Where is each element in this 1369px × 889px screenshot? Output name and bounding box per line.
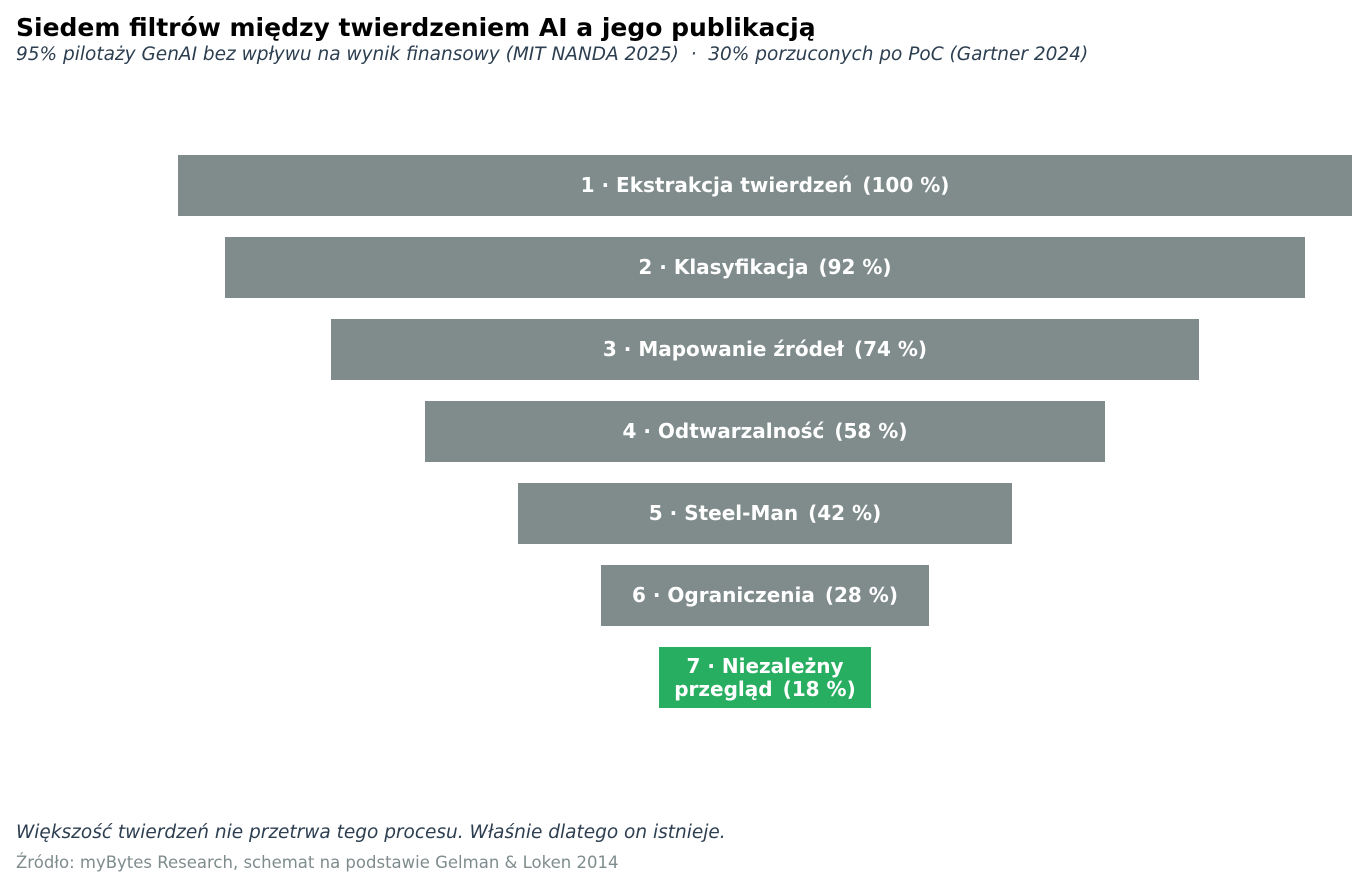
chart-title: Siedem filtrów między twierdzeniem AI a … <box>16 13 816 42</box>
funnel-bar: 6 · Ograniczenia (28 %) <box>600 565 930 626</box>
funnel-bar: 2 · Klasyfikacja (92 %) <box>224 237 1306 298</box>
bar-label: 7 · Niezależny przegląd (18 %) <box>659 653 870 701</box>
category-label: 4 · Odtwarzalność <box>622 419 825 443</box>
chart-subtitle: 95% pilotaży GenAI bez wpływu na wynik f… <box>16 44 1089 65</box>
funnel-bar: 4 · Odtwarzalność (58 %) <box>424 401 1106 462</box>
bar-label: 5 · Steel-Man (42 %) <box>649 502 881 525</box>
bar-label: 4 · Odtwarzalność (58 %) <box>622 420 907 443</box>
bar-label: 3 · Mapowanie źródeł (74 %) <box>603 338 927 361</box>
funnel-bar: 3 · Mapowanie źródeł (74 %) <box>330 319 1200 380</box>
note: Większość twierdzeń nie przetrwa tego pr… <box>16 822 726 843</box>
value-label: (100 %) <box>862 173 950 197</box>
value-label: (42 %) <box>808 501 882 525</box>
funnel-bar: 5 · Steel-Man (42 %) <box>518 483 1012 544</box>
value-label: (58 %) <box>834 419 908 443</box>
value-label: (92 %) <box>818 255 892 279</box>
category-label: 6 · Ograniczenia <box>631 583 815 607</box>
category-label: 3 · Mapowanie źródeł <box>602 337 844 361</box>
funnel-bar: 1 · Ekstrakcja twierdzeń (100 %) <box>178 155 1352 216</box>
category-label: 5 · Steel-Man <box>648 501 799 525</box>
bar-label: 2 · Klasyfikacja (92 %) <box>638 256 891 279</box>
category-label: 7 · Niezależny przegląd <box>674 653 844 701</box>
value-label: (28 %) <box>824 583 898 607</box>
category-label: 1 · Ekstrakcja twierdzeń <box>580 173 853 197</box>
funnel-bar: 7 · Niezależny przegląd (18 %) <box>659 647 871 708</box>
source: Źródło: myBytes Research, schemat na pod… <box>16 853 619 872</box>
category-label: 2 · Klasyfikacja <box>638 255 809 279</box>
bar-label: 1 · Ekstrakcja twierdzeń (100 %) <box>581 174 950 197</box>
value-label: (74 %) <box>853 337 928 361</box>
bar-label: 6 · Ograniczenia (28 %) <box>632 584 898 607</box>
value-label: (18 %) <box>782 676 856 701</box>
